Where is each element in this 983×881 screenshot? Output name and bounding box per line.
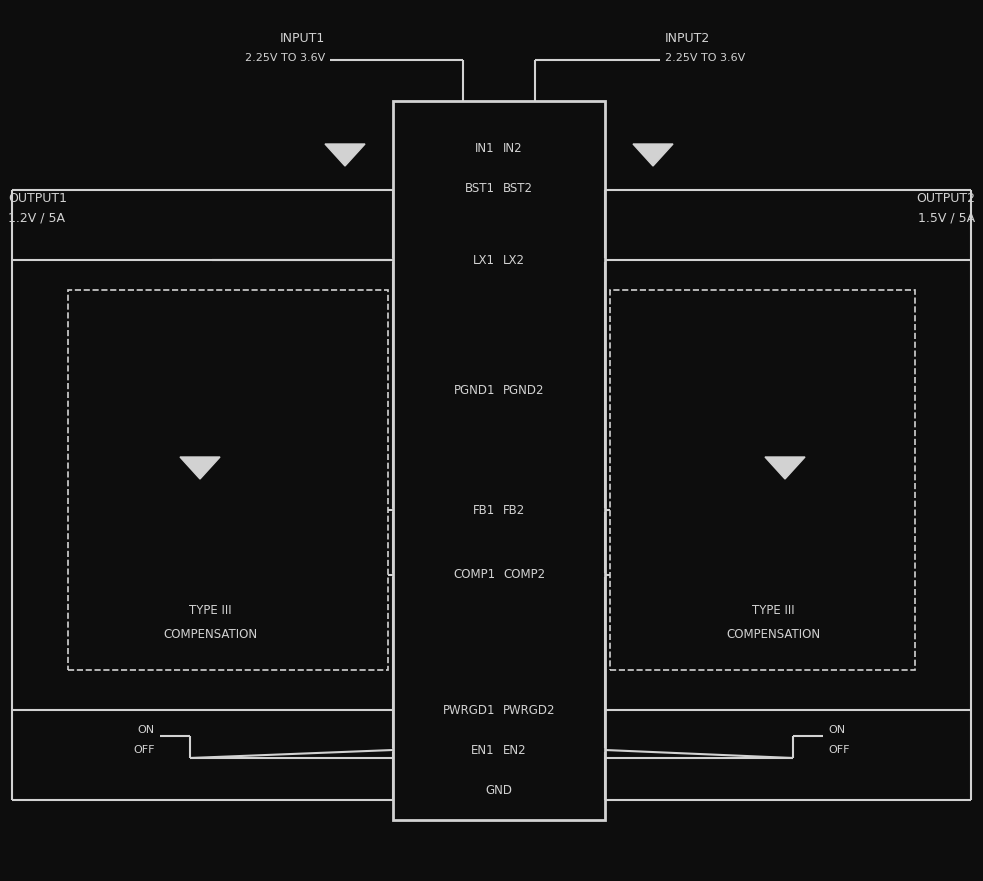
Bar: [610, 290, 915, 670]
Polygon shape: [633, 144, 673, 166]
Text: IN1: IN1: [476, 142, 495, 154]
Text: 2.25V TO 3.6V: 2.25V TO 3.6V: [245, 53, 325, 63]
Text: PGND1: PGND1: [453, 383, 495, 396]
Text: GND: GND: [486, 783, 512, 796]
Polygon shape: [765, 457, 805, 479]
Text: 1.2V / 5A: 1.2V / 5A: [8, 211, 65, 225]
Text: COMP2: COMP2: [503, 568, 546, 581]
Bar: [393, 101, 605, 820]
Text: LX1: LX1: [473, 254, 495, 266]
Text: COMPENSATION: COMPENSATION: [163, 628, 258, 641]
Text: IN2: IN2: [503, 142, 523, 154]
Bar: [68, 290, 388, 670]
Text: BST2: BST2: [503, 181, 533, 195]
Text: PWRGD2: PWRGD2: [503, 704, 555, 716]
Text: ON: ON: [138, 725, 155, 735]
Text: PGND2: PGND2: [503, 383, 545, 396]
Text: EN2: EN2: [503, 744, 527, 757]
Text: INPUT2: INPUT2: [665, 32, 711, 45]
Text: EN1: EN1: [472, 744, 495, 757]
Text: INPUT1: INPUT1: [280, 32, 325, 45]
Text: FB2: FB2: [503, 504, 525, 516]
Text: TYPE III: TYPE III: [752, 603, 794, 617]
Text: OUTPUT1: OUTPUT1: [8, 191, 67, 204]
Text: LX2: LX2: [503, 254, 525, 266]
Text: PWRGD1: PWRGD1: [442, 704, 495, 716]
Text: 2.25V TO 3.6V: 2.25V TO 3.6V: [665, 53, 745, 63]
Polygon shape: [325, 144, 365, 166]
Text: OFF: OFF: [828, 745, 849, 755]
Text: 1.5V / 5A: 1.5V / 5A: [918, 211, 975, 225]
Text: BST1: BST1: [465, 181, 495, 195]
Text: COMP1: COMP1: [453, 568, 495, 581]
Text: TYPE III: TYPE III: [189, 603, 231, 617]
Text: COMPENSATION: COMPENSATION: [725, 628, 820, 641]
Text: OFF: OFF: [134, 745, 155, 755]
Text: ON: ON: [828, 725, 845, 735]
Text: FB1: FB1: [473, 504, 495, 516]
Text: OUTPUT2: OUTPUT2: [916, 191, 975, 204]
Polygon shape: [180, 457, 220, 479]
